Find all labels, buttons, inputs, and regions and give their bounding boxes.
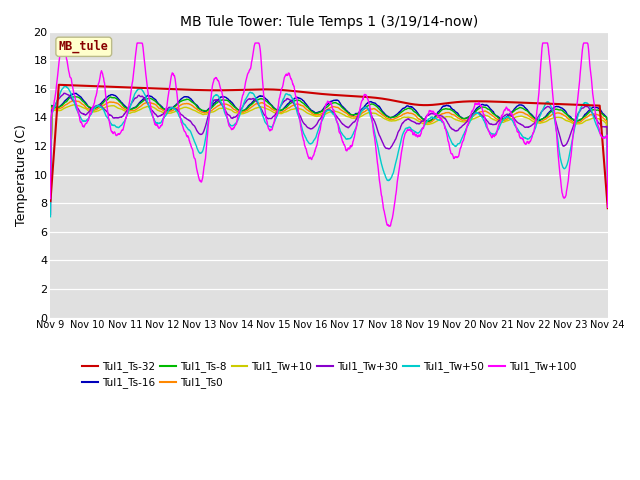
Tul1_Ts-32 (303, 90, 311, 96)
Y-axis label: Temperature (C): Temperature (C) (15, 124, 28, 226)
Tul1_Tw+100 (588, 82, 596, 87)
Tul1_Ts-8 (486, 107, 493, 113)
Tul1_Ts-16 (72, 90, 80, 96)
Tul1_Ts-16 (303, 102, 311, 108)
Tul1_Tw+50 (303, 137, 311, 143)
Tul1_Ts-16 (318, 108, 326, 114)
Tul1_Ts-16 (588, 105, 596, 111)
Tul1_Tw+10 (588, 116, 596, 121)
Tul1_Ts0 (588, 112, 596, 118)
Tul1_Tw+100 (47, 196, 54, 202)
Tul1_Ts-8 (588, 108, 596, 113)
Tul1_Tw+100 (75, 112, 83, 118)
Tul1_Ts-16 (47, 136, 54, 142)
Tul1_Ts-32 (588, 102, 596, 108)
Tul1_Ts-8 (318, 108, 326, 114)
Tul1_Ts-32 (76, 83, 83, 88)
Tul1_Tw+50 (604, 201, 612, 206)
Tul1_Tw+30 (318, 114, 326, 120)
Tul1_Ts0 (76, 99, 83, 105)
Tul1_Ts-8 (588, 108, 595, 113)
Tul1_Tw+10 (76, 103, 83, 108)
Tul1_Tw+10 (318, 112, 326, 118)
Tul1_Tw+100 (486, 131, 493, 137)
Legend: Tul1_Ts-32, Tul1_Ts-16, Tul1_Ts-8, Tul1_Ts0, Tul1_Tw+10, Tul1_Tw+30, Tul1_Tw+50,: Tul1_Ts-32, Tul1_Ts-16, Tul1_Ts-8, Tul1_… (77, 357, 580, 393)
Tul1_Tw+10 (604, 136, 612, 142)
Tul1_Ts-32 (47, 198, 54, 204)
Tul1_Tw+30 (303, 124, 311, 130)
Text: MB_tule: MB_tule (59, 40, 109, 53)
Line: Tul1_Ts0: Tul1_Ts0 (51, 101, 608, 139)
Tul1_Tw+30 (76, 108, 83, 113)
Tul1_Tw+50 (61, 84, 69, 89)
Tul1_Ts-16 (588, 106, 595, 111)
Line: Tul1_Ts-8: Tul1_Ts-8 (51, 96, 608, 139)
Tul1_Tw+100 (604, 204, 612, 210)
Tul1_Ts-8 (303, 104, 311, 109)
Tul1_Tw+30 (486, 121, 493, 127)
Tul1_Tw+100 (303, 150, 311, 156)
Line: Tul1_Tw+100: Tul1_Tw+100 (51, 43, 608, 226)
Tul1_Ts0 (47, 136, 54, 142)
Tul1_Tw+100 (588, 84, 596, 90)
Tul1_Tw+100 (386, 223, 394, 229)
Tul1_Tw+30 (588, 109, 595, 115)
Tul1_Tw+30 (588, 109, 596, 115)
Tul1_Ts0 (70, 98, 78, 104)
Tul1_Tw+50 (588, 108, 595, 113)
Tul1_Ts0 (303, 107, 311, 112)
Tul1_Tw+10 (47, 136, 54, 142)
Tul1_Ts-32 (318, 91, 326, 97)
Tul1_Tw+100 (134, 40, 141, 46)
Tul1_Ts0 (588, 112, 595, 118)
Tul1_Tw+50 (47, 214, 54, 219)
Tul1_Tw+10 (303, 110, 311, 116)
Tul1_Tw+100 (318, 118, 326, 123)
Title: MB Tule Tower: Tule Temps 1 (3/19/14-now): MB Tule Tower: Tule Temps 1 (3/19/14-now… (180, 15, 478, 29)
Tul1_Tw+50 (318, 118, 326, 124)
Tul1_Ts0 (318, 111, 326, 117)
Tul1_Tw+10 (588, 116, 595, 121)
Tul1_Tw+10 (71, 102, 79, 108)
Line: Tul1_Ts-32: Tul1_Ts-32 (51, 85, 608, 208)
Tul1_Ts-32 (55, 82, 63, 88)
Tul1_Ts-32 (588, 102, 595, 108)
Tul1_Tw+30 (604, 195, 612, 201)
Tul1_Ts-8 (604, 136, 612, 142)
Tul1_Ts-16 (604, 136, 612, 142)
Tul1_Tw+50 (588, 108, 596, 114)
Tul1_Tw+10 (486, 114, 493, 120)
Tul1_Tw+30 (60, 90, 68, 96)
Line: Tul1_Tw+50: Tul1_Tw+50 (51, 86, 608, 216)
Tul1_Tw+30 (47, 212, 54, 217)
Tul1_Ts-32 (604, 205, 612, 211)
Tul1_Ts-16 (76, 93, 83, 99)
Tul1_Tw+50 (76, 111, 83, 117)
Line: Tul1_Tw+30: Tul1_Tw+30 (51, 93, 608, 215)
Tul1_Ts0 (604, 136, 612, 142)
Tul1_Ts-32 (486, 98, 493, 104)
Tul1_Ts0 (486, 111, 493, 117)
Line: Tul1_Tw+10: Tul1_Tw+10 (51, 105, 608, 139)
Tul1_Ts-8 (76, 95, 83, 101)
Tul1_Ts-8 (47, 136, 54, 142)
Line: Tul1_Ts-16: Tul1_Ts-16 (51, 93, 608, 139)
Tul1_Tw+50 (486, 129, 493, 135)
Tul1_Ts-8 (72, 94, 79, 99)
Tul1_Ts-16 (486, 105, 493, 111)
